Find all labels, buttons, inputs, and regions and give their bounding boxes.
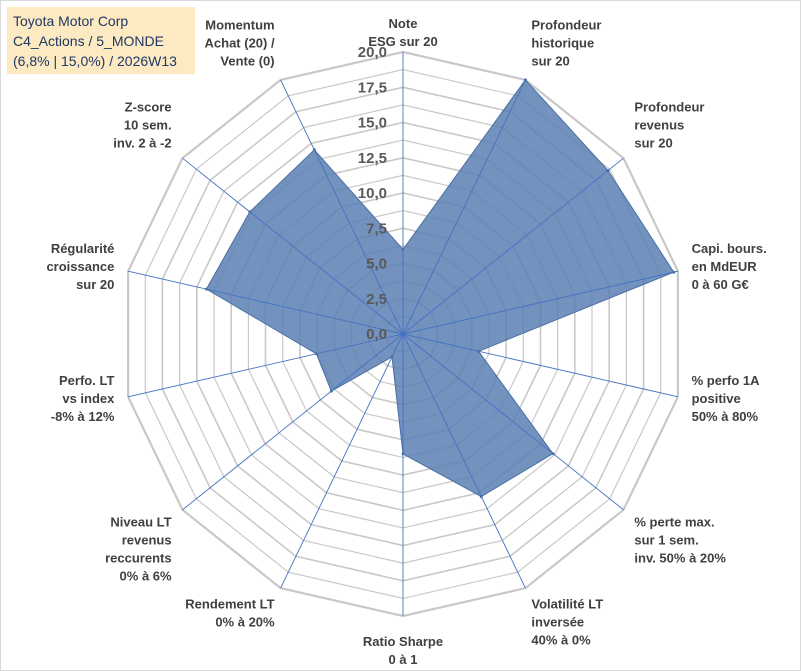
axis-label-9-line-2: reccurents — [105, 551, 171, 566]
axis-spoke-13 — [280, 79, 404, 335]
data-point-10 — [314, 352, 318, 356]
axis-label-6-line-1: inversée — [531, 615, 584, 630]
chart-title-box: Toyota Motor Corp C4_Actions / 5_MONDE (… — [7, 7, 195, 74]
axis-label-1-line-2: sur 20 — [531, 53, 569, 68]
tick-label: 17,5 — [358, 79, 387, 96]
axis-spoke-11 — [127, 270, 404, 335]
data-point-3 — [672, 270, 676, 274]
axis-label-4-line-0: % perfo 1A — [692, 373, 761, 388]
data-point-0 — [401, 247, 405, 251]
axis-label-11-line-0: Régularité — [51, 241, 115, 256]
axis-spoke-3 — [402, 270, 679, 335]
tick-label: 5,0 — [366, 256, 387, 273]
axis-label-10-line-1: vs index — [62, 391, 115, 406]
axis-spoke-12 — [182, 157, 404, 335]
axis-label-4-line-1: positive — [692, 391, 741, 406]
axis-spoke-4 — [402, 333, 679, 398]
data-point-8 — [390, 355, 394, 359]
axis-label-8-line-0: Rendement LT — [185, 597, 274, 612]
axis-label-7-line-0: Ratio Sharpe — [363, 634, 443, 649]
axis-label-6-line-0: Volatilité LT — [531, 597, 603, 612]
axis-label-2-line-0: Profondeur — [634, 99, 704, 114]
axis-label-5-line-2: inv. 50% à 20% — [634, 551, 726, 566]
axis-label-3-line-0: Capi. bours. — [692, 241, 767, 256]
data-point-12 — [248, 210, 252, 214]
title-line-stats: (6,8% | 15,0%) / 2026W13 — [13, 53, 177, 69]
axis-label-8-line-1: 0% à 20% — [215, 615, 275, 630]
data-point-13 — [312, 148, 316, 152]
axis-label-13-line-1: Achat (20) / — [205, 35, 275, 50]
axis-label-10-line-0: Perfo. LT — [59, 373, 114, 388]
axis-label-11-line-1: croissance — [46, 259, 114, 274]
axis-label-13-line-2: Vente (0) — [220, 53, 274, 68]
axis-spoke-5 — [402, 333, 624, 511]
data-point-9 — [329, 389, 333, 393]
axis-spoke-1 — [402, 79, 526, 335]
axis-label-11-line-2: sur 20 — [76, 277, 114, 292]
axis-spoke-6 — [402, 333, 526, 589]
axis-label-4-line-2: 50% à 80% — [692, 409, 759, 424]
axis-label-12-line-1: 10 sem. — [124, 117, 172, 132]
axis-spoke-10 — [127, 333, 404, 398]
title-line-category: C4_Actions / 5_MONDE — [13, 33, 164, 49]
axis-label-2-line-2: sur 20 — [634, 135, 672, 150]
axis-label-3-line-2: 0 à 60 G€ — [692, 277, 749, 292]
tick-label: 2,5 — [366, 291, 387, 308]
axis-label-9-line-0: Niveau LT — [110, 515, 171, 530]
tick-label: 20,0 — [358, 44, 387, 61]
axis-label-7-line-1: 0 à 1 — [389, 652, 418, 667]
axis-spoke-8 — [280, 333, 404, 589]
axis-label-13-line-0: Momentum — [205, 17, 274, 32]
tick-label: 10,0 — [358, 185, 387, 202]
tick-label: 7,5 — [366, 220, 387, 237]
axis-label-12-line-2: inv. 2 à -2 — [113, 135, 171, 150]
axis-label-2-line-1: revenus — [634, 117, 684, 132]
tick-label: 0,0 — [366, 326, 387, 343]
data-point-7 — [401, 452, 405, 456]
axis-label-9-line-3: 0% à 6% — [120, 569, 172, 584]
axis-spoke-2 — [402, 157, 624, 335]
axis-label-6-line-2: 40% à 0% — [531, 633, 591, 648]
data-point-1 — [523, 78, 527, 82]
axis-label-0-line-1: ESG sur 20 — [368, 34, 437, 49]
axis-label-0-line-0: Note — [389, 16, 418, 31]
data-point-5 — [551, 452, 555, 456]
title-line-company: Toyota Motor Corp — [13, 13, 129, 29]
data-point-4 — [477, 349, 481, 353]
tick-label: 15,0 — [358, 115, 387, 132]
tick-label: 12,5 — [358, 150, 387, 167]
axis-label-1-line-1: historique — [531, 35, 594, 50]
axis-label-10-line-2: -8% à 12% — [51, 409, 115, 424]
axis-spoke-9 — [182, 333, 404, 511]
data-point-2 — [606, 169, 610, 172]
axis-label-1-line-0: Profondeur — [531, 17, 601, 32]
axis-label-3-line-1: en MdEUR — [692, 259, 758, 274]
axis-label-5-line-1: sur 1 sem. — [634, 533, 698, 548]
axis-label-12-line-0: Z-score — [125, 99, 172, 114]
data-point-11 — [204, 287, 208, 291]
axis-label-5-line-0: % perte max. — [634, 515, 714, 530]
data-point-6 — [479, 495, 483, 499]
axis-label-9-line-1: revenus — [122, 533, 172, 548]
